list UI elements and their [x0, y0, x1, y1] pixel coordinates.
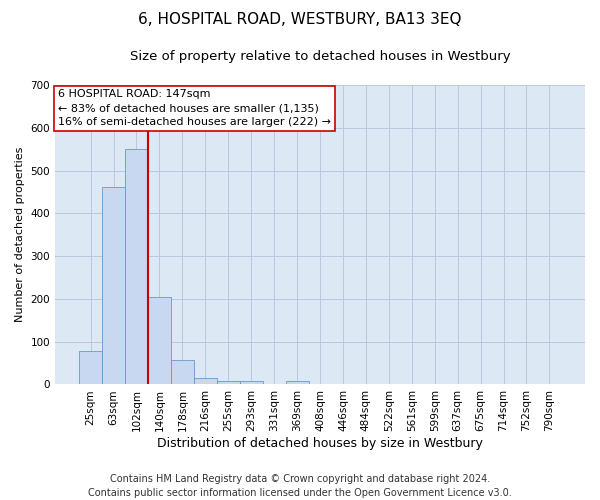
- Bar: [194, 378, 217, 384]
- Bar: [240, 381, 263, 384]
- Title: Size of property relative to detached houses in Westbury: Size of property relative to detached ho…: [130, 50, 511, 63]
- Text: 6, HOSPITAL ROAD, WESTBURY, BA13 3EQ: 6, HOSPITAL ROAD, WESTBURY, BA13 3EQ: [138, 12, 462, 28]
- Bar: [79, 351, 102, 384]
- Bar: [171, 360, 194, 384]
- X-axis label: Distribution of detached houses by size in Westbury: Distribution of detached houses by size …: [157, 437, 483, 450]
- Y-axis label: Number of detached properties: Number of detached properties: [15, 147, 25, 322]
- Bar: [286, 381, 308, 384]
- Bar: [148, 297, 171, 384]
- Bar: [125, 148, 148, 384]
- Bar: [102, 187, 125, 384]
- Text: 6 HOSPITAL ROAD: 147sqm
← 83% of detached houses are smaller (1,135)
16% of semi: 6 HOSPITAL ROAD: 147sqm ← 83% of detache…: [58, 90, 331, 128]
- Bar: [217, 381, 240, 384]
- Text: Contains HM Land Registry data © Crown copyright and database right 2024.
Contai: Contains HM Land Registry data © Crown c…: [88, 474, 512, 498]
